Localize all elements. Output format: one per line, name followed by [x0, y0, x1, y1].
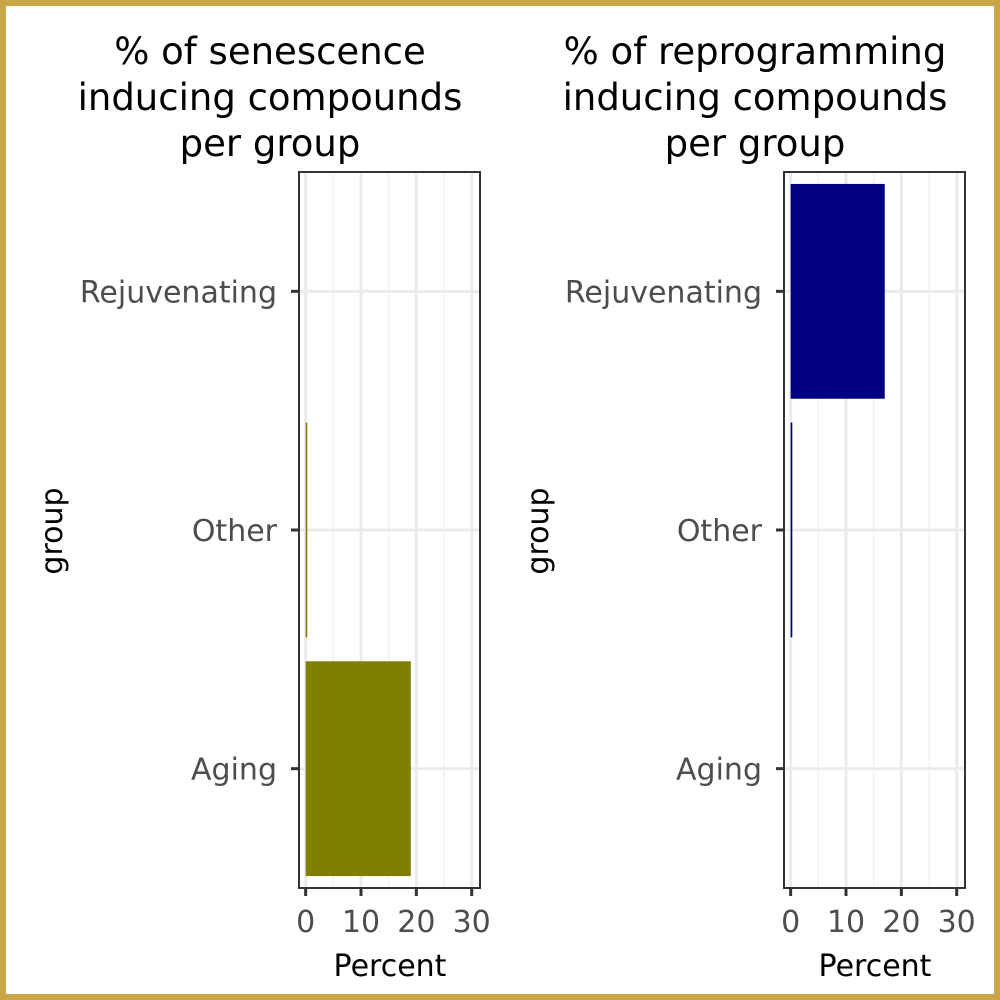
y-axis-title: group: [35, 487, 70, 574]
chart-panel-reprogramming: % of reprogramming inducing compounds pe…: [521, 30, 976, 984]
x-tick-label: 30: [938, 905, 976, 940]
x-tick-label: 10: [342, 905, 380, 940]
chart-panel-senescence: % of senescence inducing compounds per g…: [35, 30, 491, 984]
plot-area: Aging Other Rejuvenating 0 10 20 30: [80, 171, 491, 940]
y-axis-title: group: [521, 487, 556, 574]
bar-aging: [305, 661, 411, 877]
x-tick-label: 20: [397, 905, 435, 940]
y-tick-label: Aging: [191, 753, 277, 788]
x-tick-label: 10: [827, 905, 865, 940]
x-axis-title: Percent: [819, 949, 932, 984]
plot-area: Aging Other Rejuvenating 0 10 20 30: [565, 171, 976, 940]
chart-title-line-2: inducing compounds: [78, 76, 463, 119]
x-tick-label: 30: [453, 905, 491, 940]
chart-title-line-3: per group: [180, 122, 361, 165]
y-tick-label: Other: [192, 514, 278, 549]
bar-other: [790, 422, 793, 638]
chart-title-line-1: % of reprogramming: [564, 30, 947, 73]
x-axis-title: Percent: [334, 949, 447, 984]
y-tick-label: Rejuvenating: [80, 275, 277, 310]
x-tick-label: 0: [781, 905, 800, 940]
chart-title-line-2: inducing compounds: [563, 76, 948, 119]
bar-rejuvenating: [790, 183, 885, 399]
y-tick-label: Other: [677, 514, 763, 549]
x-tick-label: 20: [882, 905, 920, 940]
chart-title-line-3: per group: [665, 122, 846, 165]
x-tick-label: 0: [296, 905, 315, 940]
chart-title-line-1: % of senescence: [114, 30, 426, 73]
y-tick-label: Aging: [676, 753, 762, 788]
y-tick-label: Rejuvenating: [565, 275, 762, 310]
bar-other: [305, 422, 308, 638]
